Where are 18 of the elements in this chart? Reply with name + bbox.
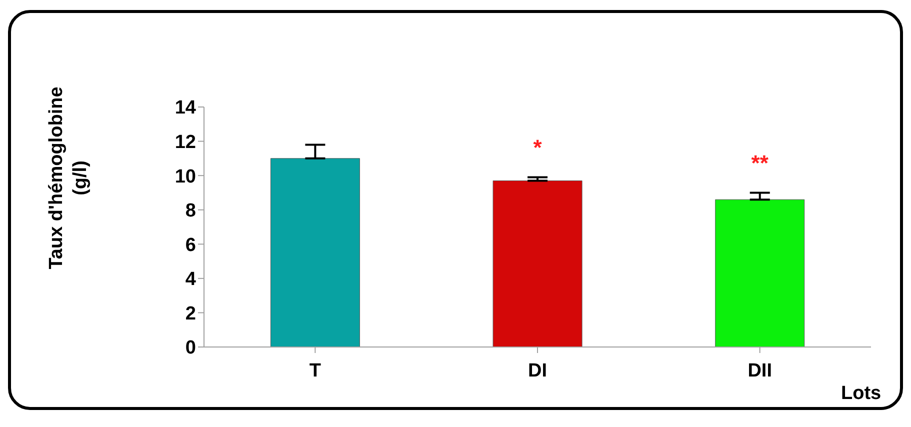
y-tick-label: 0 [185, 338, 196, 359]
y-tick-label: 14 [174, 98, 196, 119]
bar [492, 180, 582, 347]
bar [715, 199, 805, 347]
y-tick-label: 8 [185, 200, 196, 222]
annotation: ** [751, 150, 769, 176]
y-tick-label: 6 [185, 234, 196, 256]
y-axis-title: Taux d'hémoglobine (g/l) [45, 86, 92, 272]
y-tick-label: 12 [174, 132, 196, 154]
x-tick-label: DII [748, 360, 772, 382]
annotation: * [533, 135, 542, 160]
y-tick-label: 10 [174, 166, 196, 188]
bar [270, 158, 360, 347]
y-tick-label: 4 [185, 269, 196, 290]
x-tick-label: DI [528, 360, 547, 382]
x-tick-label: T [309, 360, 322, 382]
x-axis-title: Lots [841, 383, 882, 405]
y-tick-label: 2 [185, 303, 196, 324]
